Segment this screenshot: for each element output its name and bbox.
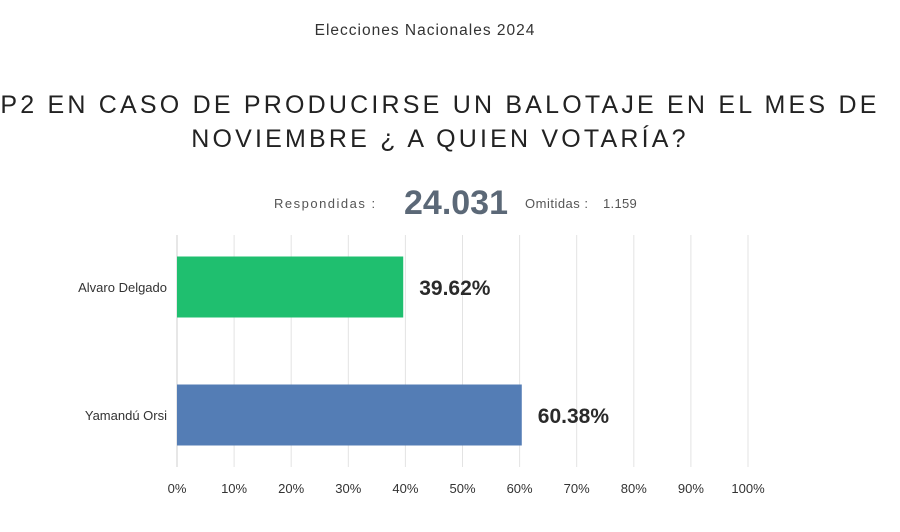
omitted-label: Omitidas :: [525, 196, 589, 211]
bar: [177, 384, 522, 446]
data-label: 60.38%: [538, 405, 610, 428]
data-label: 39.62%: [419, 277, 491, 300]
x-tick-label: 10%: [221, 481, 247, 496]
x-tick-label: 90%: [678, 481, 704, 496]
x-tick-label: 60%: [507, 481, 533, 496]
x-tick-label: 0%: [168, 481, 187, 496]
x-tick-label: 70%: [564, 481, 590, 496]
chart-subtitle: Elecciones Nacionales 2024: [314, 22, 536, 39]
bar: [177, 256, 404, 318]
title-line-2: NOVIEMBRE ¿ A QUIEN VOTARÍA?: [191, 125, 689, 153]
x-tick-label: 100%: [731, 481, 765, 496]
x-tick-label: 80%: [621, 481, 647, 496]
response-stats: Respondidas : 24.031 Omitidas : 1.159: [0, 184, 900, 226]
chart-title: P2 EN CASO DE PRODUCIRSE UN BALOTAJE EN …: [0, 88, 880, 156]
answered-count: 24.031: [404, 184, 508, 222]
title-line-1: P2 EN CASO DE PRODUCIRSE UN BALOTAJE EN …: [0, 91, 880, 119]
answered-label: Respondidas :: [274, 196, 377, 211]
x-tick-label: 30%: [335, 481, 361, 496]
omitted-count: 1.159: [603, 196, 638, 211]
category-label: Yamandú Orsi: [85, 408, 167, 423]
x-tick-label: 40%: [392, 481, 418, 496]
category-label: Alvaro Delgado: [78, 280, 167, 295]
x-tick-label: 50%: [449, 481, 475, 496]
x-tick-label: 20%: [278, 481, 304, 496]
